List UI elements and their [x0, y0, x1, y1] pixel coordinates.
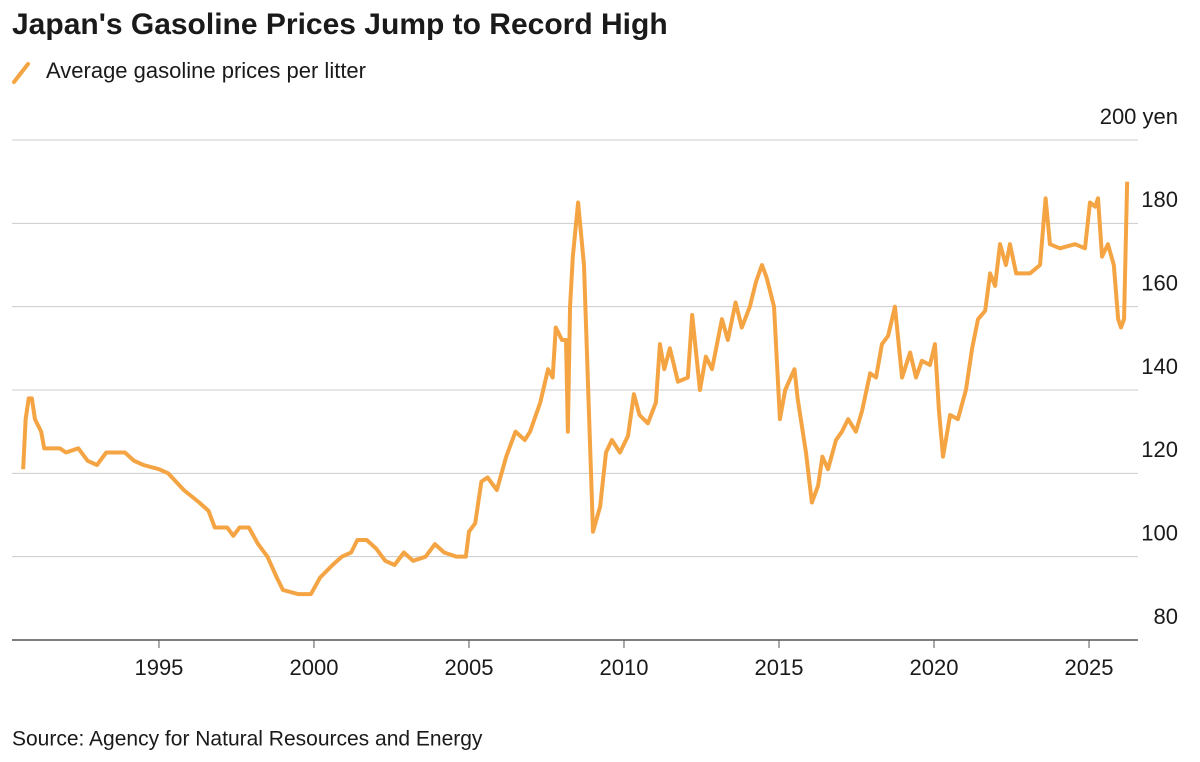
y-tick-label: 200 yen — [1100, 104, 1178, 129]
chart-title: Japan's Gasoline Prices Jump to Record H… — [12, 8, 668, 41]
x-tick-label: 1995 — [134, 655, 183, 680]
y-tick-label: 180 — [1141, 187, 1178, 212]
x-tick-label: 2005 — [444, 655, 493, 680]
y-tick-label: 140 — [1141, 354, 1178, 379]
y-tick-label: 80 — [1154, 604, 1178, 629]
x-tick-label: 2010 — [600, 655, 649, 680]
legend-label: Average gasoline prices per litter — [46, 58, 366, 83]
x-tick-label: 2015 — [755, 655, 804, 680]
x-tick-label: 2020 — [910, 655, 959, 680]
y-tick-label: 100 — [1141, 520, 1178, 545]
source: Source: Agency for Natural Resources and… — [12, 728, 483, 751]
y-tick-label: 160 — [1141, 270, 1178, 295]
y-tick-label: 120 — [1141, 437, 1178, 462]
x-tick-label: 2000 — [289, 655, 338, 680]
price-line — [21, 181, 1130, 597]
legend-swatch — [12, 62, 30, 84]
x-tick-label: 2025 — [1065, 655, 1114, 680]
